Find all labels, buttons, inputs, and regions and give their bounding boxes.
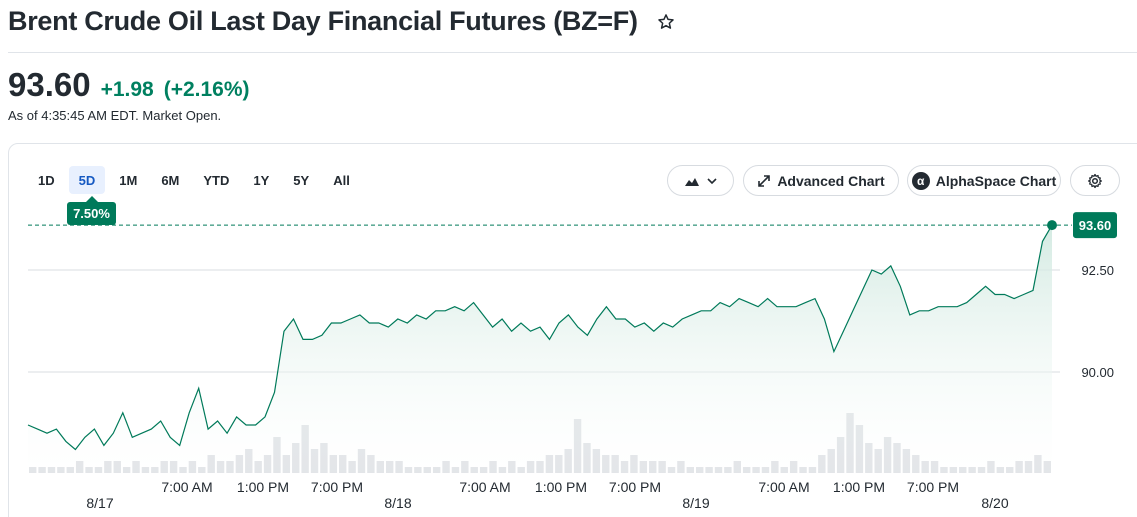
expand-icon: [758, 174, 771, 187]
x-time-label: 1:00 PM: [535, 479, 587, 495]
current-price: 93.60: [8, 66, 91, 103]
title-row: Brent Crude Oil Last Day Financial Futur…: [8, 6, 676, 37]
range-1m[interactable]: 1M: [119, 172, 138, 188]
x-time-label: 7:00 AM: [161, 479, 212, 495]
chart-card: [8, 143, 1137, 517]
x-time-label: 7:00 PM: [907, 479, 959, 495]
x-time-label: 7:00 PM: [609, 479, 661, 495]
last-price-dot: [1047, 220, 1057, 231]
x-time-label: 7:00 AM: [758, 479, 809, 495]
range-change-badge: 7.50%: [67, 196, 116, 225]
settings-button[interactable]: [1070, 165, 1120, 196]
last-price-label: 93.60: [1079, 218, 1112, 233]
gear-icon: [1087, 173, 1103, 188]
x-date-label: 8/17: [86, 495, 113, 511]
range-ytd[interactable]: YTD: [203, 172, 230, 188]
page-title: Brent Crude Oil Last Day Financial Futur…: [8, 6, 638, 36]
chart-type-button[interactable]: [667, 165, 734, 196]
range-5d[interactable]: 5D: [68, 166, 106, 194]
price-line: [27, 224, 1053, 451]
x-time-label: 1:00 PM: [237, 479, 289, 495]
range-1y[interactable]: 1Y: [253, 172, 270, 188]
advanced-chart-label: Advanced Chart: [777, 172, 885, 189]
x-time-label: 7:00 PM: [311, 479, 363, 495]
x-time-label: 1:00 PM: [833, 479, 885, 495]
y-tick-label: 92.50: [1081, 263, 1114, 278]
quote-price-row: 93.60 +1.98 (+2.16%): [8, 66, 250, 104]
star-icon[interactable]: [656, 12, 676, 32]
alphaspace-chart-label: AlphaSpace Chart: [935, 172, 1057, 189]
price-area-fill: [28, 225, 1052, 473]
y-tick-label: 90.00: [1081, 365, 1114, 380]
x-date-label: 8/20: [981, 495, 1008, 511]
price-change-percent: (+2.16%): [163, 78, 250, 101]
price-change: +1.98: [100, 78, 154, 101]
as-of-timestamp: As of 4:35:45 AM EDT. Market Open.: [8, 108, 222, 123]
range-5y[interactable]: 5Y: [293, 172, 310, 188]
range-6m[interactable]: 6M: [161, 172, 180, 188]
range-all[interactable]: All: [333, 172, 350, 188]
chevron-down-icon: [706, 177, 717, 184]
range-selector: 1D 5D 1M 6M YTD 1Y 5Y All: [28, 166, 364, 194]
x-time-label: 7:00 AM: [459, 479, 510, 495]
header-divider: [8, 52, 1137, 53]
last-price-tag: [1073, 212, 1117, 239]
x-date-label: 8/19: [682, 495, 709, 511]
mountain-chart-icon: [684, 177, 699, 186]
advanced-chart-button[interactable]: Advanced Chart: [743, 165, 899, 196]
x-date-label: 8/18: [384, 495, 411, 511]
alphaspace-logo-icon: α: [911, 171, 930, 190]
range-1d[interactable]: 1D: [38, 172, 55, 188]
alphaspace-chart-button[interactable]: α AlphaSpace Chart: [907, 165, 1061, 196]
